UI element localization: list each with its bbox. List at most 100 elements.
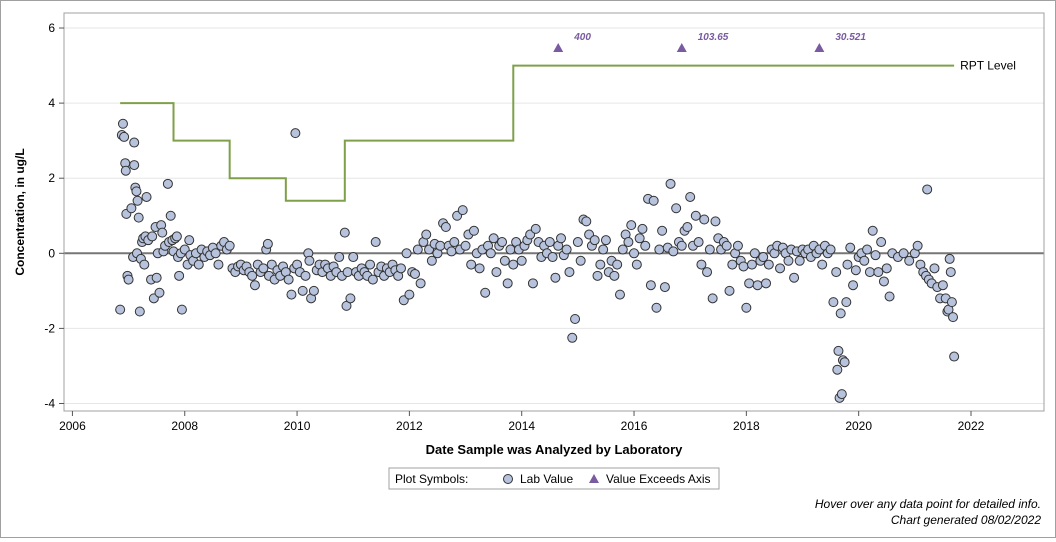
lab-value-point[interactable]	[154, 287, 165, 298]
lab-value-point[interactable]	[738, 261, 749, 272]
lab-value-point[interactable]	[946, 297, 957, 308]
lab-value-point[interactable]	[744, 278, 755, 289]
lab-value-point[interactable]	[848, 280, 859, 291]
lab-value-point[interactable]	[904, 255, 915, 266]
lab-value-point[interactable]	[637, 223, 648, 234]
lab-value-point[interactable]	[912, 240, 923, 251]
lab-value-point[interactable]	[345, 293, 356, 304]
lab-value-point[interactable]	[629, 248, 640, 259]
lab-value-point[interactable]	[157, 227, 168, 238]
lab-value-point[interactable]	[480, 287, 491, 298]
lab-value-point[interactable]	[832, 364, 843, 375]
lab-value-point[interactable]	[120, 165, 131, 176]
lab-value-point[interactable]	[126, 203, 137, 214]
lab-value-point[interactable]	[707, 293, 718, 304]
lab-value-point[interactable]	[746, 259, 757, 270]
exceeds-axis-marker[interactable]	[814, 43, 825, 52]
lab-value-point[interactable]	[693, 237, 704, 248]
lab-value-point[interactable]	[193, 259, 204, 270]
lab-value-point[interactable]	[881, 263, 892, 274]
lab-value-point[interactable]	[502, 278, 513, 289]
lab-value-point[interactable]	[724, 285, 735, 296]
lab-value-point[interactable]	[129, 137, 140, 148]
lab-value-point[interactable]	[867, 225, 878, 236]
lab-value-point[interactable]	[600, 235, 611, 246]
lab-value-point[interactable]	[859, 255, 870, 266]
lab-value-point[interactable]	[308, 285, 319, 296]
lab-value-point[interactable]	[262, 238, 273, 249]
lab-value-point[interactable]	[367, 274, 378, 285]
lab-value-point[interactable]	[763, 259, 774, 270]
lab-value-point[interactable]	[794, 255, 805, 266]
lab-value-point[interactable]	[297, 285, 308, 296]
lab-value-point[interactable]	[171, 231, 182, 242]
lab-value-point[interactable]	[626, 220, 637, 231]
lab-value-point[interactable]	[370, 237, 381, 248]
lab-value-point[interactable]	[527, 278, 538, 289]
lab-value-point[interactable]	[435, 240, 446, 251]
lab-value-point[interactable]	[761, 278, 772, 289]
lab-value-point[interactable]	[645, 280, 656, 291]
lab-value-point[interactable]	[339, 227, 350, 238]
lab-value-point[interactable]	[446, 246, 457, 257]
lab-value-point[interactable]	[151, 272, 162, 283]
lab-value-point[interactable]	[944, 253, 955, 264]
lab-value-point[interactable]	[870, 250, 881, 261]
lab-value-point[interactable]	[304, 255, 315, 266]
lab-value-point[interactable]	[491, 267, 502, 278]
lab-value-point[interactable]	[410, 268, 421, 279]
lab-value-point[interactable]	[685, 191, 696, 202]
lab-value-point[interactable]	[878, 276, 889, 287]
lab-value-point[interactable]	[702, 267, 713, 278]
lab-value-point[interactable]	[696, 259, 707, 270]
lab-value-point[interactable]	[119, 131, 130, 142]
lab-value-point[interactable]	[249, 280, 260, 291]
lab-value-point[interactable]	[247, 270, 258, 281]
lab-value-point[interactable]	[564, 267, 575, 278]
lab-value-point[interactable]	[165, 210, 176, 221]
lab-value-point[interactable]	[631, 259, 642, 270]
lab-value-point[interactable]	[699, 214, 710, 225]
lab-value-point[interactable]	[789, 272, 800, 283]
lab-value-point[interactable]	[213, 259, 224, 270]
lab-value-point[interactable]	[115, 304, 126, 315]
lab-value-point[interactable]	[850, 265, 861, 276]
lab-value-points[interactable]	[115, 118, 960, 403]
lab-value-point[interactable]	[556, 233, 567, 244]
lab-value-point[interactable]	[176, 304, 187, 315]
lab-value-point[interactable]	[623, 237, 634, 248]
lab-value-point[interactable]	[133, 212, 144, 223]
lab-value-point[interactable]	[544, 237, 555, 248]
lab-value-point[interactable]	[530, 223, 541, 234]
lab-value-point[interactable]	[395, 263, 406, 274]
lab-value-point[interactable]	[139, 259, 150, 270]
lab-value-point[interactable]	[131, 186, 142, 197]
lab-value-point[interactable]	[404, 289, 415, 300]
lab-value-point[interactable]	[648, 195, 659, 206]
lab-value-point[interactable]	[749, 248, 760, 259]
lab-value-point[interactable]	[123, 274, 134, 285]
lab-value-point[interactable]	[516, 255, 527, 266]
lab-value-point[interactable]	[690, 210, 701, 221]
lab-value-point[interactable]	[598, 244, 609, 255]
exceeds-axis-marker[interactable]	[676, 43, 687, 52]
lab-value-point[interactable]	[862, 244, 873, 255]
lab-value-point[interactable]	[460, 240, 471, 251]
lab-value-point[interactable]	[864, 267, 875, 278]
lab-value-point[interactable]	[758, 252, 769, 263]
lab-value-point[interactable]	[474, 263, 485, 274]
lab-value-point[interactable]	[595, 259, 606, 270]
lab-value-point[interactable]	[184, 235, 195, 246]
lab-value-point[interactable]	[415, 278, 426, 289]
lab-value-point[interactable]	[704, 244, 715, 255]
lab-value-point[interactable]	[825, 244, 836, 255]
exceeds-axis-marker[interactable]	[553, 43, 564, 52]
lab-value-point[interactable]	[873, 267, 884, 278]
lab-value-point[interactable]	[668, 246, 679, 257]
lab-value-point[interactable]	[449, 237, 460, 248]
lab-value-point[interactable]	[426, 255, 437, 266]
lab-value-point[interactable]	[488, 233, 499, 244]
lab-value-point[interactable]	[132, 195, 143, 206]
lab-value-point[interactable]	[654, 244, 665, 255]
lab-value-point[interactable]	[937, 280, 948, 291]
